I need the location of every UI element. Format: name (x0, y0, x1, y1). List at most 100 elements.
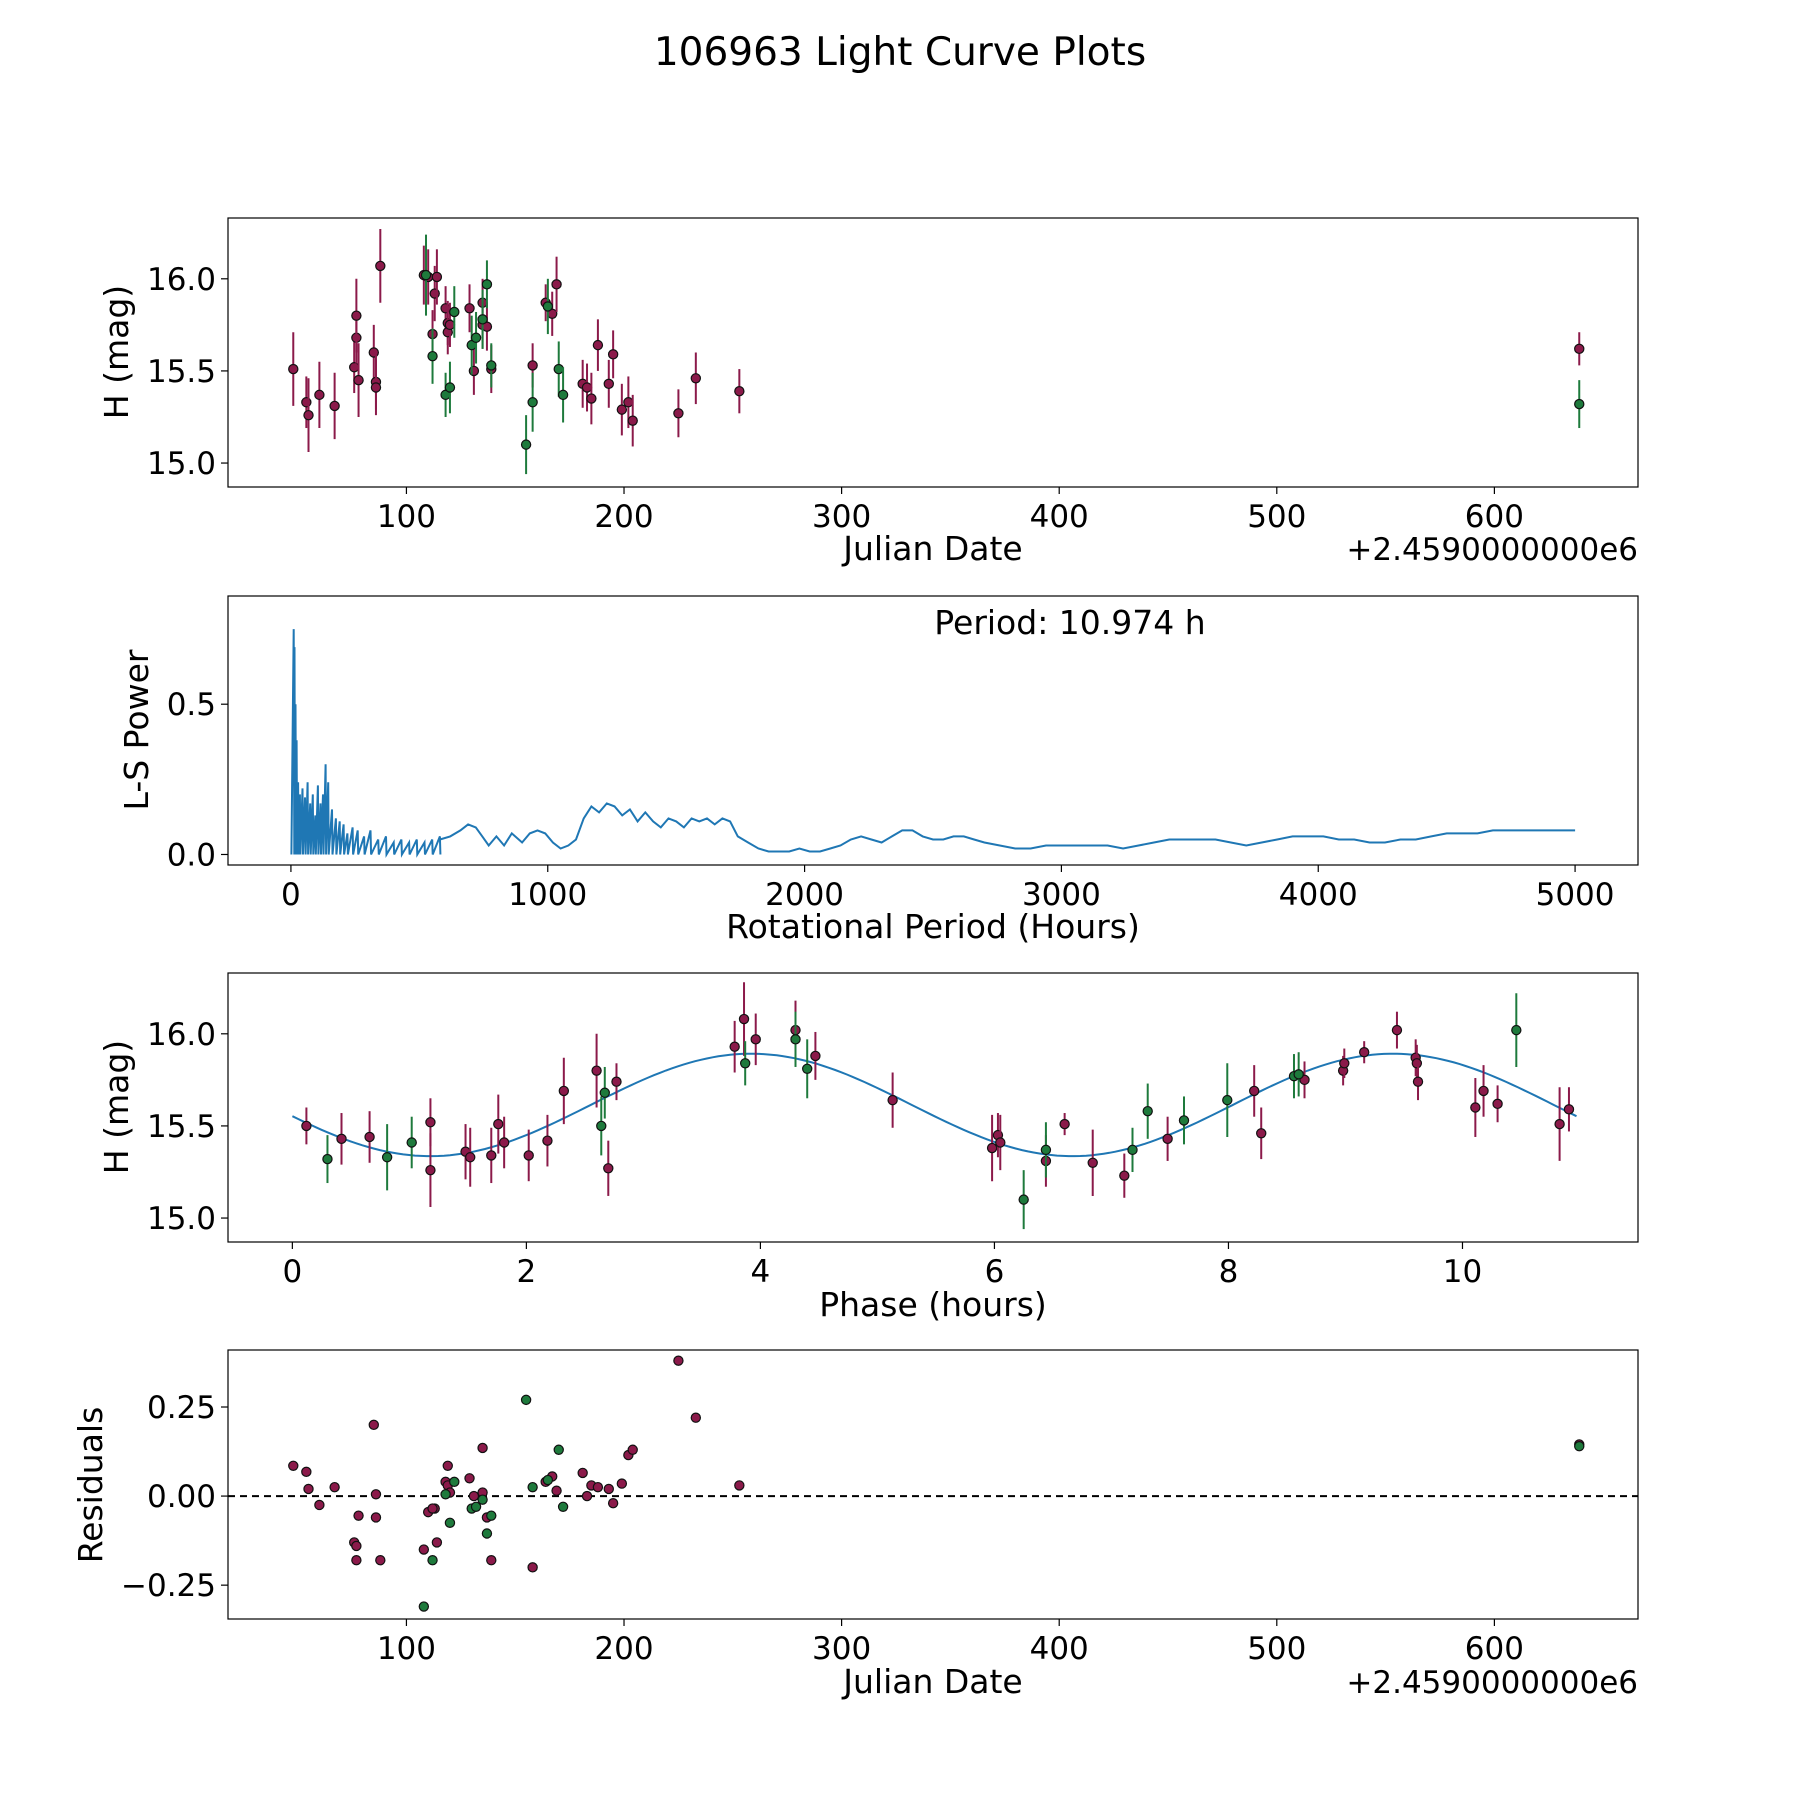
phased-point (790, 1034, 801, 1045)
lightcurve-point (527, 397, 538, 408)
residuals-xlabel: Julian Date (841, 1662, 1023, 1701)
phased-point (1478, 1085, 1489, 1097)
lightcurve-axes-frame (227, 217, 1639, 488)
residuals-point (418, 1544, 430, 1555)
phased-panel: 0 2 4 6 8 10 15.0 15.5 16.0 Phase (hours) H (mag… (97, 972, 1639, 1324)
phased-point (1222, 1094, 1233, 1106)
residuals-ylabel: Residuals (71, 1407, 110, 1564)
lightcurve-point (542, 301, 554, 312)
periodogram-panel: 0 1000 2000 3000 4000 5000 0.0 0.5 Period: 10.9… (117, 595, 1639, 946)
phased-point (1162, 1133, 1173, 1145)
residuals-point (520, 1394, 532, 1406)
lightcurve-point (623, 397, 634, 408)
residuals-point (734, 1480, 745, 1491)
phased-point (364, 1131, 375, 1143)
residuals-point (444, 1517, 456, 1529)
residuals-xtick-label: 500 (1247, 1631, 1306, 1667)
lightcurve-xtick-label: 500 (1247, 499, 1306, 535)
lightcurve-point (301, 397, 312, 408)
phased-point (1563, 1104, 1575, 1115)
lightcurve-point (1574, 343, 1585, 355)
phased-point (887, 1094, 898, 1106)
periodogram-ylabel: L-S Power (117, 649, 156, 810)
residuals-point (431, 1537, 443, 1548)
phased-point (1040, 1144, 1052, 1156)
phased-point (599, 1087, 610, 1098)
lightcurve-point (368, 347, 379, 358)
lightcurve-point (375, 260, 386, 272)
phased-point (1248, 1085, 1260, 1097)
residuals-axes-frame (227, 1349, 1639, 1620)
lightcurve-point (288, 363, 299, 375)
lightcurve-ytick-label: 15.5 (147, 354, 216, 390)
phased-point (738, 1013, 750, 1025)
lightcurve-point (520, 439, 532, 450)
residuals-point (551, 1485, 562, 1496)
lightcurve-point (481, 279, 493, 290)
residuals-point (581, 1490, 593, 1502)
residuals-point (557, 1501, 569, 1512)
lightcurve-point (477, 314, 488, 325)
periodogram-xtick-label: 0 (281, 877, 301, 913)
periodogram-spike-series (290, 629, 442, 858)
lightcurve-point (329, 400, 340, 412)
lightcurve-point (673, 408, 684, 419)
lightcurve-point (440, 303, 451, 314)
lightcurve-point (551, 279, 562, 290)
residuals-point (427, 1555, 438, 1566)
phased-point (336, 1133, 347, 1145)
residuals-point (427, 1503, 438, 1514)
lightcurve-point (314, 389, 325, 401)
residuals-point (368, 1419, 379, 1431)
residuals-point (527, 1562, 538, 1573)
residuals-point (418, 1601, 430, 1612)
phased-point (750, 1034, 761, 1045)
phased-point (406, 1137, 417, 1148)
phased-ticks: 0 2 4 6 8 10 15.0 15.5 16.0 (147, 1017, 1482, 1290)
residuals-xtick-label: 600 (1465, 1631, 1524, 1667)
lightcurve-point (303, 409, 314, 421)
residuals-ytick-label: 0.25 (147, 1390, 216, 1426)
lightcurve-ytick-label: 15.0 (147, 446, 216, 482)
phased-point (729, 1041, 740, 1052)
lightcurve-point (351, 310, 362, 321)
lightcurve-point (690, 373, 702, 384)
phased-xtick-label: 6 (985, 1254, 1005, 1290)
residuals-point (440, 1489, 451, 1500)
residuals-point (468, 1490, 480, 1502)
residuals-panel: 100 200 300 400 500 600 −0.25 0.00 0.25 Julian D… (71, 1349, 1639, 1701)
lightcurve-xtick-label: 300 (812, 499, 871, 535)
lightcurve-xtick-label: 600 (1465, 499, 1524, 535)
residuals-point (690, 1412, 702, 1423)
residuals-point (375, 1555, 386, 1566)
residuals-point (542, 1474, 554, 1486)
periodogram-ytick-label: 0.0 (167, 837, 216, 873)
periodogram-marks (290, 629, 1576, 858)
periodogram-xtick-label: 4000 (1279, 877, 1358, 913)
lightcurve-xtick-label: 200 (594, 499, 653, 535)
periodogram-xtick-label: 5000 (1536, 877, 1615, 913)
residuals-ticks: 100 200 300 400 500 600 −0.25 0.00 0.25 (121, 1390, 1524, 1667)
residuals-point (449, 1476, 460, 1488)
phased-point (1412, 1076, 1424, 1087)
residuals-point (288, 1460, 299, 1471)
lightcurve-point (527, 360, 538, 371)
residuals-point (329, 1481, 340, 1493)
residuals-ytick-label: 0.00 (147, 1479, 216, 1515)
phased-xtick-label: 10 (1443, 1254, 1482, 1290)
residuals-point (351, 1540, 362, 1552)
phased-xtick-label: 2 (517, 1254, 537, 1290)
residuals-point (553, 1444, 564, 1455)
lightcurve-point (1574, 398, 1585, 410)
phased-point (465, 1152, 476, 1163)
phased-point (1087, 1157, 1098, 1168)
residuals-marks (228, 1355, 1638, 1612)
phased-point (739, 1058, 751, 1069)
lightcurve-ylabel: H (mag) (97, 285, 136, 419)
residuals-point (486, 1555, 497, 1566)
phased-point (1470, 1102, 1481, 1113)
residuals-point (627, 1444, 638, 1455)
lightcurve-point (607, 349, 619, 360)
periodogram-ticks: 0 1000 2000 3000 4000 5000 0.0 0.5 (167, 687, 1615, 913)
phased-point (1293, 1069, 1304, 1080)
